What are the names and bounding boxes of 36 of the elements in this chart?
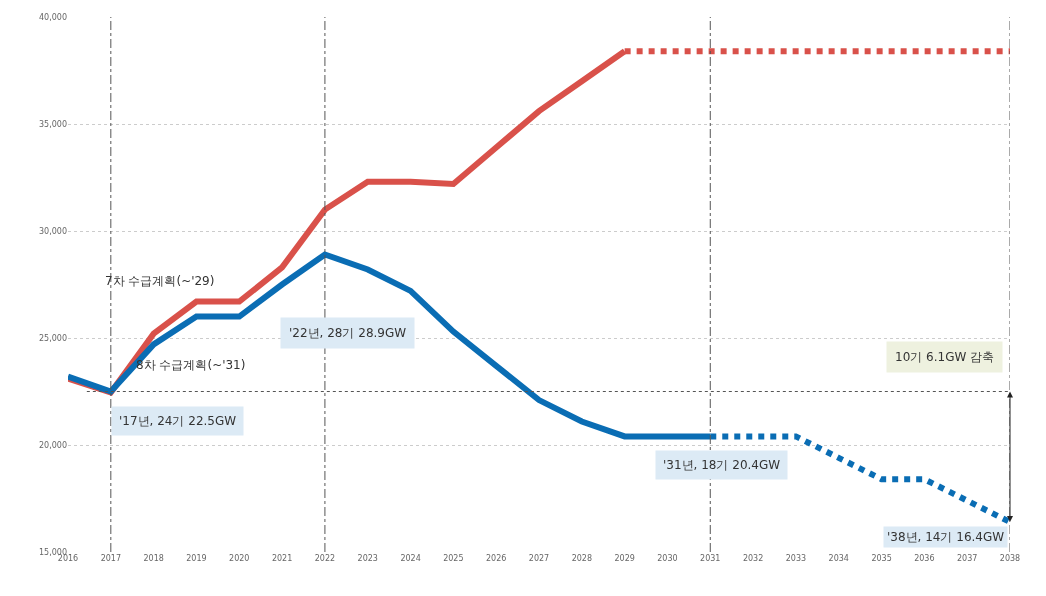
y-tick-label: 35,000 bbox=[39, 119, 67, 129]
x-tick-label: 2028 bbox=[571, 554, 592, 563]
x-tick-label: 2016 bbox=[57, 554, 79, 563]
annotation: '22년, 28기 28.9GW bbox=[289, 326, 407, 340]
y-tick-label: 30,000 bbox=[39, 226, 67, 236]
series-label: 7차 수급계획(~'29) bbox=[105, 274, 215, 288]
x-tick-label: 2038 bbox=[999, 554, 1021, 563]
x-tick-label: 2030 bbox=[657, 554, 678, 563]
series-label: 8차 수급계획(~'31) bbox=[136, 358, 246, 372]
x-tick-label: 2025 bbox=[443, 554, 464, 563]
x-tick-label: 2034 bbox=[828, 554, 849, 563]
annotation: '38년, 14기 16.4GW bbox=[887, 530, 1005, 544]
x-tick-label: 2017 bbox=[100, 554, 121, 563]
x-tick-label: 2020 bbox=[229, 554, 250, 563]
y-tick-label: 40,000 bbox=[39, 12, 67, 22]
x-tick-label: 2033 bbox=[785, 554, 807, 563]
x-tick-label: 2024 bbox=[400, 554, 421, 563]
y-tick-label: 15,000 bbox=[39, 547, 67, 557]
x-tick-label: 2029 bbox=[614, 554, 635, 563]
x-tick-label: 2022 bbox=[314, 554, 336, 563]
x-tick-label: 2037 bbox=[957, 554, 978, 563]
x-tick-label: 2035 bbox=[871, 554, 892, 563]
x-tick-label: 2021 bbox=[271, 554, 293, 563]
x-tick-label: 2036 bbox=[914, 554, 935, 563]
x-tick-label: 2027 bbox=[528, 554, 550, 563]
y-tick-label: 25,000 bbox=[39, 333, 67, 343]
annotation: '17년, 24기 22.5GW bbox=[119, 414, 237, 428]
x-tick-label: 2018 bbox=[143, 554, 164, 563]
y-tick-label: 20,000 bbox=[39, 440, 67, 450]
x-tick-label: 2031 bbox=[700, 554, 721, 563]
x-tick-label: 2032 bbox=[742, 554, 764, 563]
x-tick-label: 2023 bbox=[357, 554, 378, 563]
x-tick-label: 2026 bbox=[486, 554, 507, 563]
x-tick-label: 2019 bbox=[186, 554, 207, 563]
annotation: '31년, 18기 20.4GW bbox=[663, 458, 781, 472]
annotation: 10기 6.1GW 감축 bbox=[895, 350, 995, 364]
